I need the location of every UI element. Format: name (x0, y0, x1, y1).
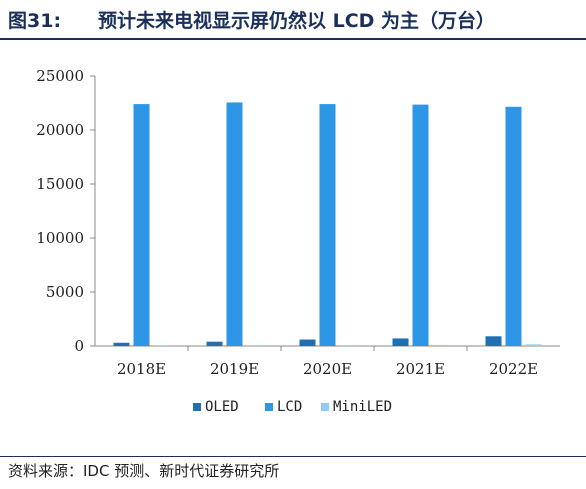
y-tick-label: 20000 (36, 121, 84, 139)
legend-label-oled: OLED (205, 399, 239, 415)
bar-oled-2019e (206, 341, 223, 346)
bar-miniled-2019e (246, 345, 263, 346)
bar-lcd-2020e (319, 104, 336, 346)
legend-swatch-lcd (265, 403, 273, 411)
footer-rule (0, 456, 586, 457)
x-tick-label: 2019E (210, 360, 259, 378)
header-rule (0, 38, 586, 40)
bar-oled-2018e (113, 342, 130, 346)
figure-header: 图31: 预计未来电视显示屏仍然以 LCD 为主（万台） (0, 0, 586, 40)
axis-layer: 0 5000 10000 15000 20000 25000 2018E 2019E 2020E… (36, 67, 560, 378)
bar-miniled-2022e (525, 344, 542, 346)
bar-miniled-2020e (339, 345, 356, 346)
bar-oled-2021e (392, 338, 409, 346)
bar-lcd-2018e (133, 104, 150, 346)
bar-lcd-2022e (505, 106, 522, 346)
y-tick-label: 5000 (46, 283, 84, 301)
x-tick-label: 2022E (489, 360, 538, 378)
legend: OLED LCD MiniLED (193, 399, 392, 415)
legend-label-miniled: MiniLED (333, 399, 392, 415)
bar-lcd-2021e (412, 104, 429, 347)
x-tick-label: 2021E (396, 360, 445, 378)
figure-title: 预计未来电视显示屏仍然以 LCD 为主（万台） (98, 10, 496, 32)
source-note: 资料来源：IDC 预测、新时代证券研究所 (8, 462, 280, 480)
bars-layer (113, 102, 542, 347)
bar-miniled-2018e (153, 345, 170, 346)
x-tick-label: 2020E (303, 360, 352, 378)
y-tick-label: 15000 (36, 175, 84, 193)
legend-swatch-miniled (321, 403, 329, 411)
bar-miniled-2021e (432, 344, 449, 346)
y-tick-label: 0 (74, 337, 84, 355)
figure-number: 图31: (8, 10, 62, 32)
x-tick-label: 2018E (117, 360, 166, 378)
bar-oled-2020e (299, 339, 316, 346)
y-tick-label: 25000 (36, 67, 84, 85)
legend-swatch-oled (193, 403, 201, 411)
legend-label-lcd: LCD (277, 399, 302, 415)
bar-oled-2022e (485, 336, 502, 346)
bar-lcd-2019e (226, 102, 243, 347)
y-tick-label: 10000 (36, 229, 84, 247)
